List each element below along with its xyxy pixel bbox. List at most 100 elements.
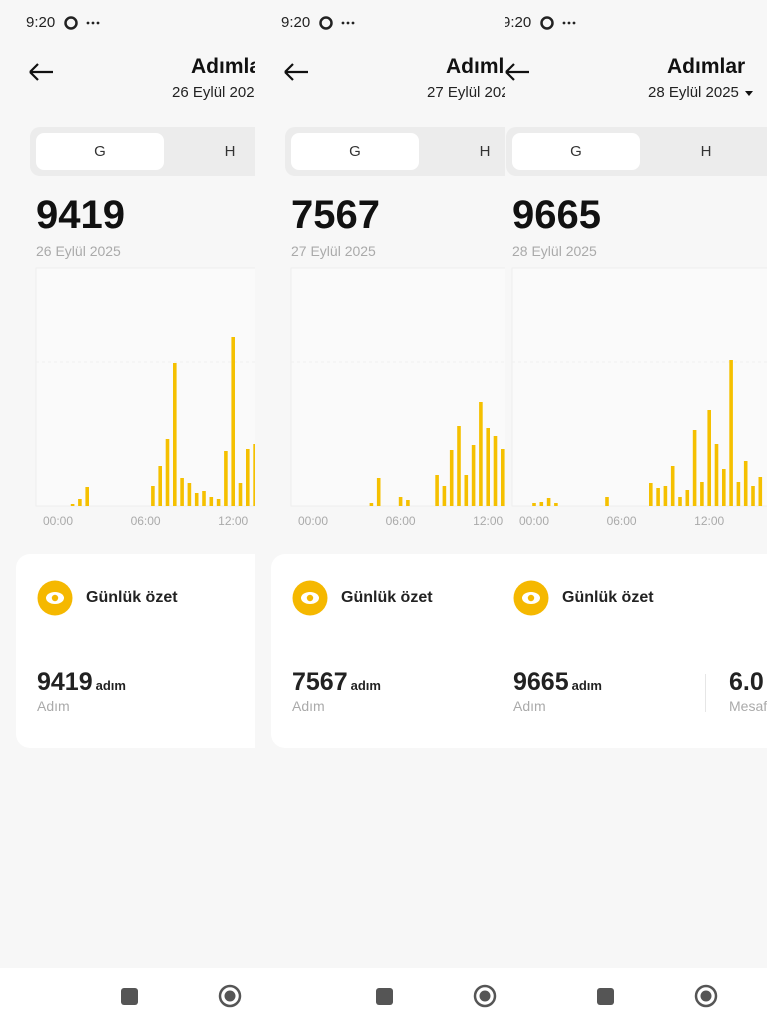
tab-selected[interactable]: G bbox=[291, 133, 419, 170]
date-picker[interactable]: 27 Eylül 2025 bbox=[427, 84, 510, 101]
summary-icon bbox=[37, 580, 73, 616]
step-bar bbox=[649, 483, 653, 506]
stat-label: Adım bbox=[513, 698, 546, 714]
nav-recents bbox=[121, 988, 138, 1005]
total-steps: 7567 bbox=[291, 193, 380, 237]
step-bar bbox=[78, 499, 82, 506]
chart-area bbox=[290, 267, 510, 507]
status-circle bbox=[319, 16, 333, 30]
date-picker[interactable]: 26 Eylül 2025 bbox=[172, 84, 258, 101]
panel-content: 9:20 Adımlar 28 Eylül 2025 G H 9665 28 Eylül 2… bbox=[505, 0, 767, 1024]
page-title: Adımlar bbox=[667, 55, 746, 78]
step-bar bbox=[692, 430, 697, 506]
step-bar bbox=[722, 469, 726, 506]
step-bar bbox=[449, 450, 454, 506]
step-bar bbox=[173, 363, 177, 506]
x-tick-label: 12:00 bbox=[694, 514, 724, 528]
panel-content: 9:20 Adımlar 27 Eylül 2025 G H 7567 27 Eylül 2… bbox=[255, 0, 510, 1024]
step-bar bbox=[479, 402, 483, 506]
step-bar bbox=[486, 428, 490, 506]
status-dot bbox=[96, 21, 100, 25]
stat-value: 6.0 bbox=[729, 668, 764, 696]
step-bar bbox=[231, 337, 235, 506]
step-bar bbox=[532, 503, 536, 506]
summary-icon bbox=[292, 580, 328, 616]
stat-divider bbox=[705, 674, 706, 712]
step-bar bbox=[678, 497, 682, 506]
stat-label: Mesafe bbox=[729, 698, 767, 714]
step-bar bbox=[158, 466, 162, 506]
step-bar bbox=[758, 477, 763, 506]
summary-icon bbox=[513, 580, 549, 616]
tab[interactable]: H bbox=[700, 143, 712, 160]
stat-label: Adım bbox=[292, 698, 325, 714]
step-bar bbox=[464, 475, 469, 506]
chart-area bbox=[35, 267, 258, 507]
status-dot bbox=[572, 21, 576, 25]
step-bar bbox=[246, 449, 250, 506]
step-chart: 00:00 06:00 12:00 bbox=[35, 267, 258, 528]
step-bar bbox=[501, 449, 505, 506]
step-bar bbox=[539, 502, 544, 506]
step-bar bbox=[670, 466, 675, 506]
arrow-path bbox=[29, 63, 53, 81]
x-tick-label: 12:00 bbox=[218, 514, 248, 528]
page-title: Adımlar bbox=[191, 55, 258, 78]
status-icons bbox=[319, 16, 355, 30]
back-arrow[interactable] bbox=[283, 62, 311, 82]
step-bar bbox=[457, 426, 461, 506]
step-bar bbox=[605, 497, 609, 506]
step-bar bbox=[743, 461, 748, 506]
nav-bar bbox=[0, 968, 258, 1024]
step-bar bbox=[398, 497, 403, 506]
icon-pupil bbox=[527, 594, 535, 602]
stat-unit: adım bbox=[350, 678, 381, 693]
tab-selected[interactable]: G bbox=[36, 133, 164, 170]
nav-icons bbox=[597, 984, 718, 1008]
nav-recents bbox=[376, 988, 393, 1005]
step-bar bbox=[700, 482, 704, 506]
status-icons bbox=[540, 16, 576, 30]
stat-label: Adım bbox=[37, 698, 70, 714]
step-bar bbox=[151, 486, 155, 506]
step-bar bbox=[493, 436, 498, 506]
stat-unit: adım bbox=[571, 678, 602, 693]
step-bar bbox=[180, 478, 184, 506]
phone-panel: 9:20 Adımlar 27 Eylül 2025 G H 7567 27 Eylül 2… bbox=[255, 0, 510, 1024]
step-bar bbox=[165, 439, 170, 506]
step-bar bbox=[224, 451, 228, 506]
status-dot bbox=[341, 21, 345, 25]
total-steps: 9665 bbox=[512, 193, 601, 237]
stat-value: 9665 adım bbox=[513, 668, 602, 696]
tab-selected[interactable]: G bbox=[512, 133, 640, 170]
total-date: 27 Eylül 2025 bbox=[291, 243, 376, 259]
step-chart: 00:00 06:00 12:00 bbox=[290, 267, 510, 528]
nav-home bbox=[218, 984, 242, 1008]
icon-pupil bbox=[306, 594, 314, 602]
date-picker[interactable]: 28 Eylül 2025 bbox=[648, 84, 753, 101]
x-tick-label: 12:00 bbox=[473, 514, 503, 528]
x-tick-label: 06:00 bbox=[607, 514, 637, 528]
tab[interactable]: H bbox=[224, 143, 236, 160]
nav-home bbox=[473, 984, 497, 1008]
x-tick-label: 06:00 bbox=[386, 514, 416, 528]
step-bar bbox=[202, 491, 206, 506]
step-chart: 00:00 06:00 12:00 bbox=[511, 267, 767, 528]
panel-content: 9:20 Adımlar 26 Eylül 2025 G H 9419 26 Eylül 2… bbox=[0, 0, 258, 1024]
status-circle bbox=[64, 16, 78, 30]
status-circle bbox=[540, 16, 554, 30]
tab[interactable]: H bbox=[479, 143, 491, 160]
status-time: 9:20 bbox=[281, 14, 311, 31]
status-dot bbox=[351, 21, 355, 25]
step-bar bbox=[471, 445, 476, 506]
total-steps: 9419 bbox=[36, 193, 125, 237]
status-dot bbox=[86, 21, 90, 25]
summary-title: Günlük özet bbox=[562, 589, 654, 606]
nav-bar bbox=[255, 968, 510, 1024]
back-arrow[interactable] bbox=[28, 62, 56, 82]
step-bar bbox=[729, 360, 733, 506]
back-arrow[interactable] bbox=[505, 62, 532, 82]
status-icons bbox=[64, 16, 100, 30]
step-bar bbox=[216, 499, 221, 506]
